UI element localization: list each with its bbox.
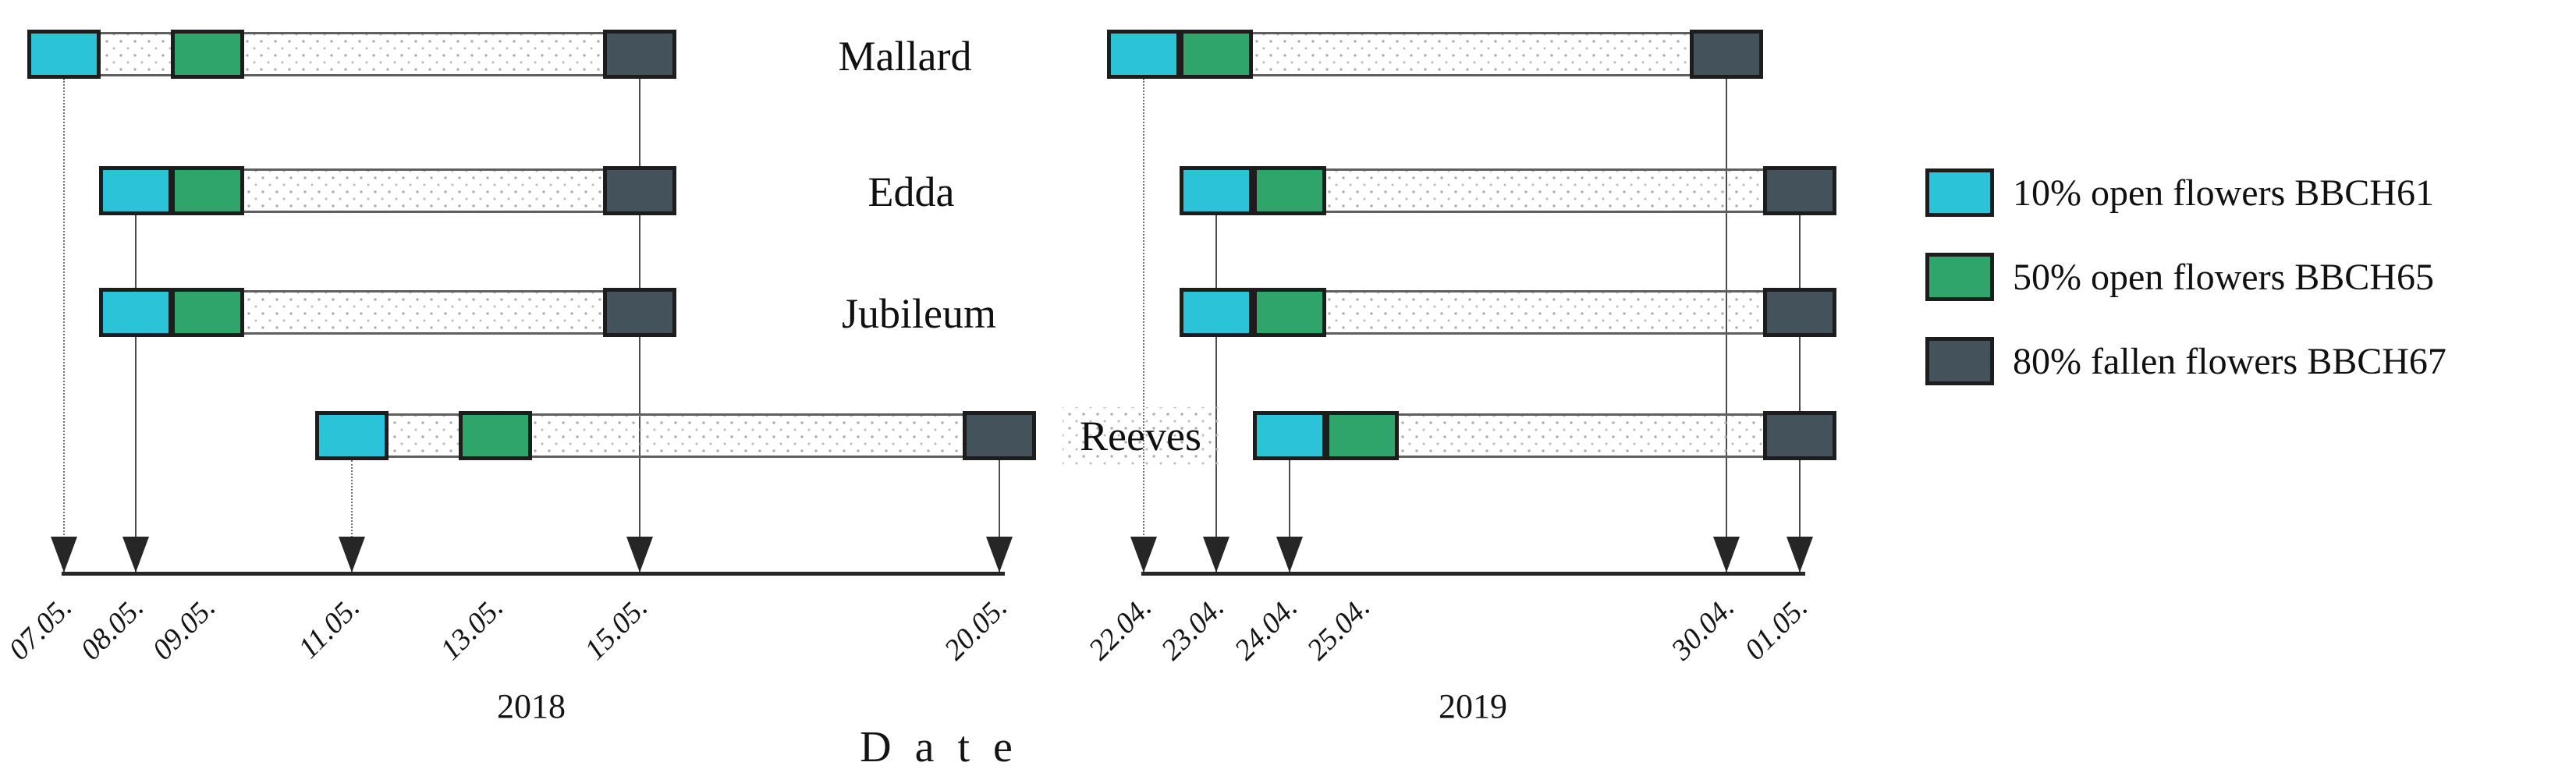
event-line-2018 [135, 215, 137, 572]
segment-bbch61 [1180, 288, 1254, 337]
legend-label-bbch67: 80% fallen flowers BBCH67 [2013, 340, 2446, 382]
tick-arrow-2019 [1786, 537, 1813, 573]
segment-bbch61 [99, 288, 173, 337]
variety-label-mallard: Mallard [838, 33, 972, 80]
segment-bbch61 [1252, 411, 1326, 460]
axis-line-2019 [1141, 572, 1805, 576]
variety-bar-2018 [27, 32, 676, 76]
segment-bbch65 [459, 411, 533, 460]
segment-bbch67 [1762, 411, 1836, 460]
event-line-2018 [63, 79, 65, 572]
event-line-2019 [1215, 215, 1218, 572]
event-line-2019 [1798, 215, 1801, 572]
year-label-2019: 2019 [1439, 687, 1507, 725]
legend-item-bbch61: 10% open flowers BBCH61 [1925, 168, 2446, 217]
legend-item-bbch65: 50% open flowers BBCH65 [1925, 253, 2446, 301]
tick-arrow-2019 [1713, 537, 1740, 573]
segment-bbch67 [602, 166, 676, 215]
segment-bbch67 [1690, 30, 1764, 79]
tick-arrow-2018 [985, 537, 1013, 573]
legend: 10% open flowers BBCH61 50% open flowers… [1925, 168, 2446, 421]
variety-bar-2018 [314, 413, 1036, 458]
segment-bbch65 [1252, 166, 1326, 215]
legend-swatch-bbch67-icon [1925, 337, 1994, 385]
tick-arrow-2019 [1276, 537, 1303, 573]
segment-bbch65 [1325, 411, 1400, 460]
axis-line-2018 [62, 572, 1005, 576]
legend-item-bbch67: 80% fallen flowers BBCH67 [1925, 337, 2446, 385]
x-axis-title: Date [860, 723, 1036, 771]
tick-arrow-2018 [51, 537, 77, 573]
tick-label-2018: 13.05. [434, 590, 510, 667]
segment-bbch67 [602, 30, 676, 79]
legend-swatch-bbch65-icon [1925, 253, 1994, 301]
legend-swatch-bbch61-icon [1925, 168, 1994, 217]
tick-label-2018: 11.05. [292, 590, 367, 665]
segment-bbch67 [602, 288, 676, 337]
segment-bbch67 [1762, 166, 1836, 215]
variety-label-jubileum: Jubileum [842, 290, 996, 337]
event-line-2018 [998, 460, 1000, 572]
tick-arrow-2018 [338, 537, 365, 573]
tick-label-2018: 20.05. [938, 590, 1013, 667]
event-line-2019 [1288, 460, 1290, 572]
segment-bbch65 [1252, 288, 1326, 337]
segment-bbch65 [171, 288, 245, 337]
segment-bbch65 [1180, 30, 1254, 79]
segment-bbch67 [962, 411, 1036, 460]
segment-bbch65 [171, 166, 245, 215]
segment-bbch61 [99, 166, 173, 215]
segment-bbch67 [1762, 288, 1836, 337]
segment-bbch61 [1180, 166, 1254, 215]
legend-label-bbch61: 10% open flowers BBCH61 [2013, 172, 2434, 214]
year-label-2018: 2018 [497, 687, 566, 725]
tick-label-2018: 15.05. [578, 590, 654, 667]
segment-bbch61 [314, 411, 389, 460]
legend-label-bbch65: 50% open flowers BBCH65 [2013, 256, 2434, 298]
event-line-2019 [1143, 79, 1144, 572]
tick-arrow-2018 [626, 537, 653, 573]
tick-arrow-2018 [122, 537, 150, 573]
tick-arrow-2019 [1130, 537, 1157, 573]
segment-bbch61 [1107, 30, 1180, 79]
event-line-2018 [350, 460, 353, 572]
variety-label-edda: Edda [868, 168, 955, 215]
segment-bbch65 [171, 30, 245, 79]
tick-arrow-2019 [1203, 537, 1230, 573]
variety-label-reeves: Reeves [1063, 407, 1219, 465]
segment-bbch61 [27, 30, 101, 79]
